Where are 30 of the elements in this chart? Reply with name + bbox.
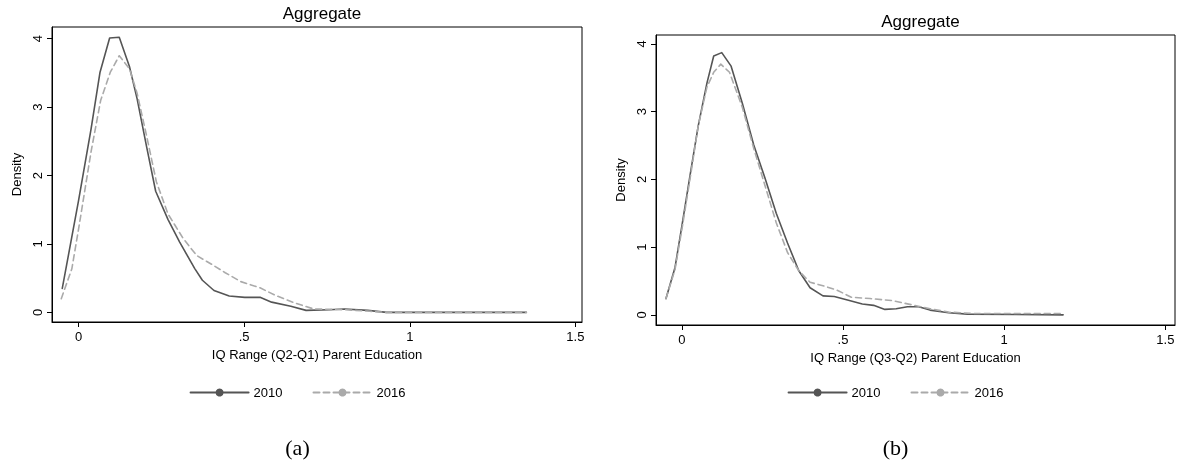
x-tick-label: 0 — [74, 329, 83, 344]
text: (b) — [882, 434, 909, 460]
x-tick-label: .5 — [837, 332, 849, 347]
x-tick-label: 1.5 — [566, 329, 585, 344]
y-tick-label: 3 — [634, 107, 649, 116]
y-tick-label: 1 — [634, 243, 649, 251]
x-tick-label: 1 — [1000, 332, 1008, 347]
x-tick-label: 1.5 — [1156, 332, 1175, 347]
y-tick-label: 3 — [30, 103, 45, 111]
y-tick-label: 4 — [634, 40, 649, 48]
y-tick-label: 2 — [30, 171, 45, 180]
y-tick-label: 2 — [634, 175, 649, 183]
text: (a) — [285, 434, 310, 460]
y-tick-label: 0 — [634, 311, 649, 319]
legend-label: 2010 — [253, 385, 283, 400]
y-axis-title: Density — [9, 152, 25, 197]
x-axis-title: IQ Range (Q3-Q2) Parent Education — [810, 349, 1021, 365]
chart-title: Aggregate — [881, 12, 960, 31]
chart-title: Aggregate — [282, 4, 362, 23]
legend-label: 2016 — [376, 385, 406, 400]
x-axis-title: IQ Range (Q2-Q1) Parent Education — [211, 346, 423, 362]
legend-label: 2010 — [851, 385, 881, 400]
y-tick-label: 0 — [30, 308, 45, 317]
x-tick-label: .5 — [238, 329, 250, 344]
legend-label: 2016 — [974, 385, 1004, 400]
x-tick-label: 0 — [678, 332, 686, 347]
y-axis-title: Density — [613, 157, 629, 202]
y-tick-label: 1 — [30, 240, 45, 248]
y-tick-label: 4 — [30, 35, 45, 43]
x-tick-label: 1 — [406, 329, 414, 344]
